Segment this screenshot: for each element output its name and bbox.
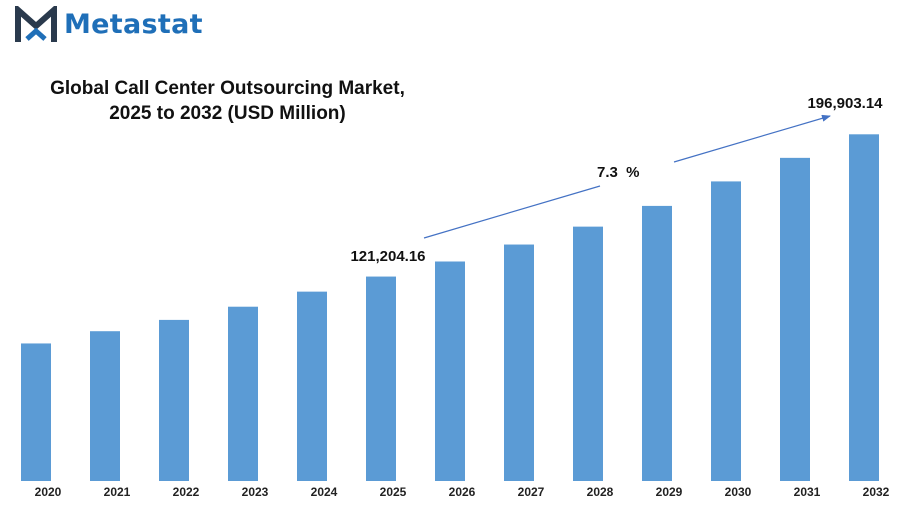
- x-tick-label-2023: 2023: [242, 485, 269, 499]
- bar-2024: [297, 291, 327, 481]
- bar-2026: [435, 261, 465, 481]
- chart-title: Global Call Center Outsourcing Market, 2…: [20, 76, 435, 126]
- x-tick-label-2025: 2025: [380, 485, 407, 499]
- x-tick-label-2020: 2020: [35, 485, 62, 499]
- x-tick-label-2028: 2028: [587, 485, 614, 499]
- x-tick-label-2029: 2029: [656, 485, 683, 499]
- chart-title-line-2: 2025 to 2032 (USD Million): [109, 103, 346, 124]
- cagr-label: 7.3 %: [597, 164, 640, 181]
- bar-2020: [21, 343, 51, 481]
- bar-2030: [711, 181, 741, 481]
- brand-name: Metastat: [64, 8, 203, 40]
- brand-logo: Metastat: [14, 4, 203, 44]
- x-tick-label-2024: 2024: [311, 485, 338, 499]
- end-value-label: 196,903.14: [807, 95, 883, 112]
- bar-2027: [504, 244, 534, 481]
- x-tick-label-2030: 2030: [725, 485, 752, 499]
- bar-series: [21, 134, 879, 481]
- bar-2028: [573, 226, 603, 481]
- bar-2025: [366, 276, 396, 481]
- x-tick-label-2031: 2031: [794, 485, 821, 499]
- x-tick-label-2026: 2026: [449, 485, 476, 499]
- x-tick-label-2021: 2021: [104, 485, 131, 499]
- bar-2031: [780, 157, 810, 481]
- x-tick-label-2032: 2032: [863, 485, 890, 499]
- chart-title-line-1: Global Call Center Outsourcing Market,: [50, 78, 405, 99]
- cagr-arrow-line-2: [673, 114, 831, 163]
- bar-2032: [849, 134, 879, 481]
- bar-2023: [228, 306, 258, 481]
- bar-2021: [90, 331, 120, 481]
- x-axis-tick-labels: 2020 2021 2022 2023 2024 2025 2026 2027 2028 2029…: [35, 485, 890, 499]
- bar-2029: [642, 205, 672, 481]
- x-tick-label-2027: 2027: [518, 485, 545, 499]
- bar-2022: [159, 319, 189, 481]
- x-tick-label-2022: 2022: [173, 485, 200, 499]
- start-value-label: 121,204.16: [350, 248, 425, 265]
- metastat-m-icon: [15, 6, 57, 42]
- cagr-arrow-line-1: [423, 185, 601, 239]
